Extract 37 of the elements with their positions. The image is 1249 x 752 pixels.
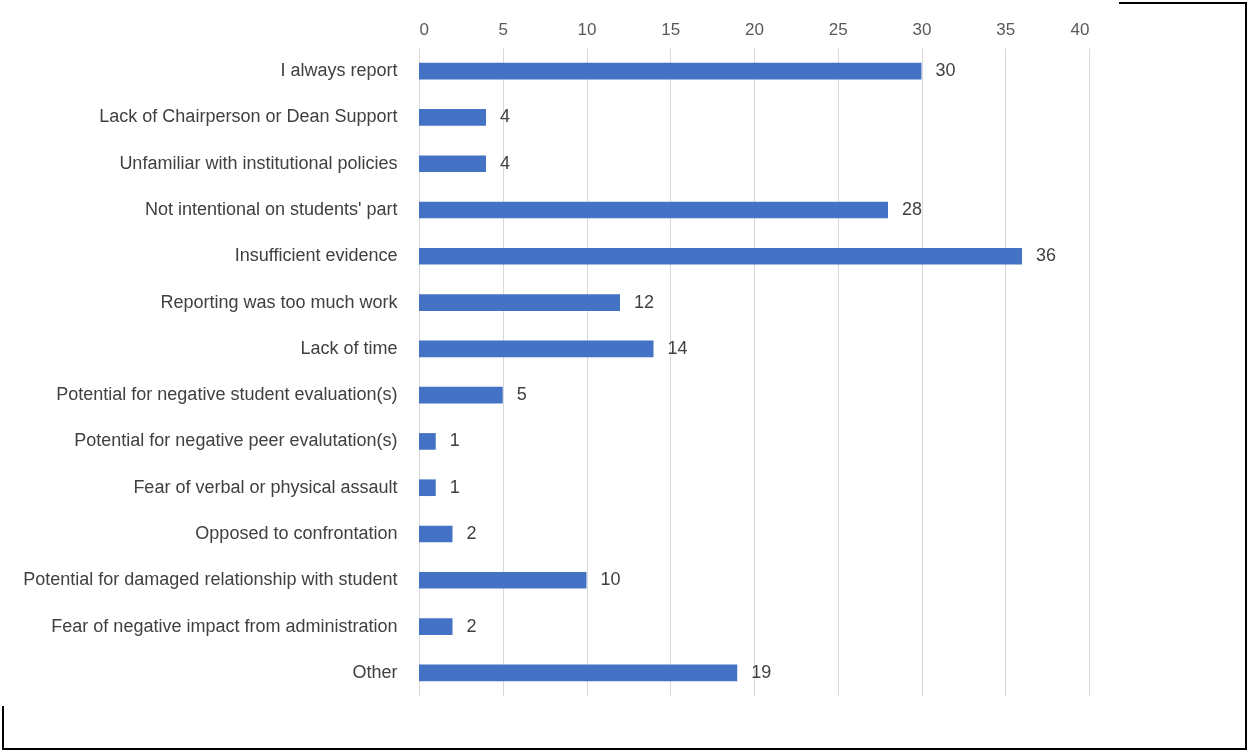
y-tick-label: Fear of negative impact from administration (51, 615, 398, 636)
y-tick-label: Potential for negative student evaluation(s) (56, 384, 398, 405)
y-tick-label: Lack of Chairperson or Dean Support (99, 106, 398, 127)
data-label: 2 (466, 615, 477, 636)
y-tick-label: Not intentional on students' part (144, 199, 398, 219)
x-tick-label: 0 (419, 19, 429, 39)
data-label: 4 (500, 106, 511, 127)
y-tick-label: Fear of verbal or physical assault (133, 476, 398, 497)
y-tick-label: Opposed to confrontation (195, 523, 398, 543)
data-label: 28 (902, 199, 923, 219)
data-label: 36 (1036, 245, 1057, 266)
data-label: 4 (500, 152, 511, 173)
x-tick-label: 15 (661, 19, 681, 39)
data-label: 19 (751, 661, 772, 682)
y-tick-label: Reporting was too much work (160, 291, 399, 312)
y-tick-label: Lack of time (300, 337, 398, 358)
x-tick-label: 25 (828, 19, 848, 39)
y-tick-label: Potential for negative peer evalutation(s) (74, 430, 398, 451)
y-tick-label: Other (352, 661, 398, 682)
x-tick-label: 35 (996, 19, 1016, 39)
y-tick-label: Insufficient evidence (234, 245, 398, 266)
data-label: 10 (600, 569, 621, 590)
data-label: 30 (935, 60, 956, 81)
y-tick-label: I always report (280, 60, 398, 81)
x-tick-label: 5 (498, 19, 508, 39)
data-label: 12 (634, 291, 655, 312)
x-tick-label: 10 (577, 19, 597, 39)
data-label: 1 (449, 476, 460, 497)
x-tick-label: 20 (745, 19, 764, 39)
data-label: 5 (516, 384, 527, 405)
data-label: 2 (466, 523, 477, 543)
data-label: 1 (449, 430, 460, 451)
y-tick-label: Potential for damaged relationship with student (23, 569, 398, 590)
y-tick-label: Unfamiliar with institutional policies (119, 152, 398, 173)
x-tick-label: 30 (912, 19, 932, 39)
data-label: 14 (667, 337, 688, 358)
x-tick-label: 40 (1070, 19, 1090, 39)
